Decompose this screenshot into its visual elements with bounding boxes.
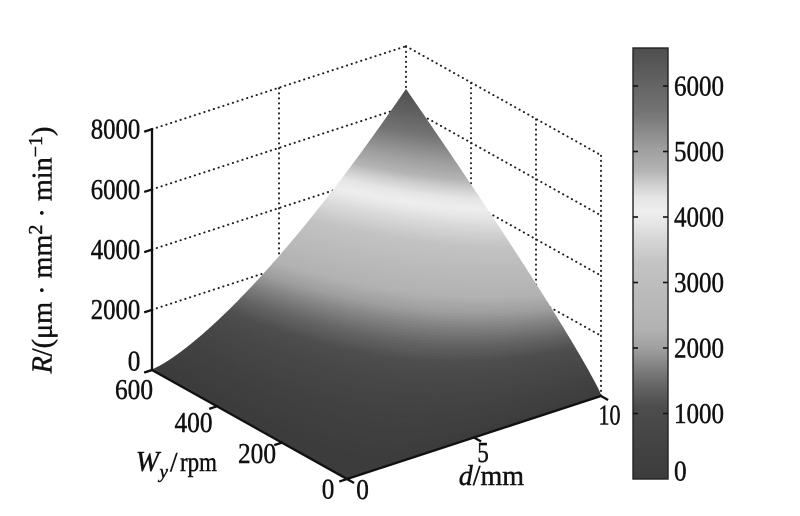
svg-text:rpm: rpm bbox=[180, 447, 217, 477]
svg-text:3000: 3000 bbox=[674, 268, 724, 299]
svg-text:0: 0 bbox=[128, 346, 141, 377]
svg-text:10: 10 bbox=[599, 400, 621, 431]
svg-text:/: / bbox=[170, 447, 178, 477]
svg-text:4000: 4000 bbox=[91, 235, 141, 266]
svg-text:1000: 1000 bbox=[674, 399, 724, 430]
svg-text:400: 400 bbox=[175, 408, 213, 439]
svg-text:d/mm: d/mm bbox=[459, 461, 525, 492]
svg-text:600: 600 bbox=[115, 375, 153, 406]
svg-text:8000: 8000 bbox=[91, 115, 141, 146]
svg-text:2000: 2000 bbox=[674, 333, 724, 364]
svg-text:0: 0 bbox=[356, 475, 369, 506]
svg-text:4000: 4000 bbox=[674, 202, 724, 233]
svg-text:5: 5 bbox=[477, 438, 489, 469]
svg-text:W: W bbox=[136, 447, 162, 478]
svg-text:6000: 6000 bbox=[674, 71, 724, 102]
svg-text:200: 200 bbox=[238, 439, 276, 470]
svg-text:6000: 6000 bbox=[91, 175, 141, 206]
svg-text:y: y bbox=[158, 462, 169, 483]
svg-text:R/(μm · mm2 · min−1): R/(μm · mm2 · min−1) bbox=[25, 127, 59, 375]
svg-text:0: 0 bbox=[674, 456, 687, 487]
svg-text:0: 0 bbox=[322, 474, 335, 505]
svg-text:5000: 5000 bbox=[674, 137, 724, 168]
svg-text:2000: 2000 bbox=[91, 295, 141, 326]
